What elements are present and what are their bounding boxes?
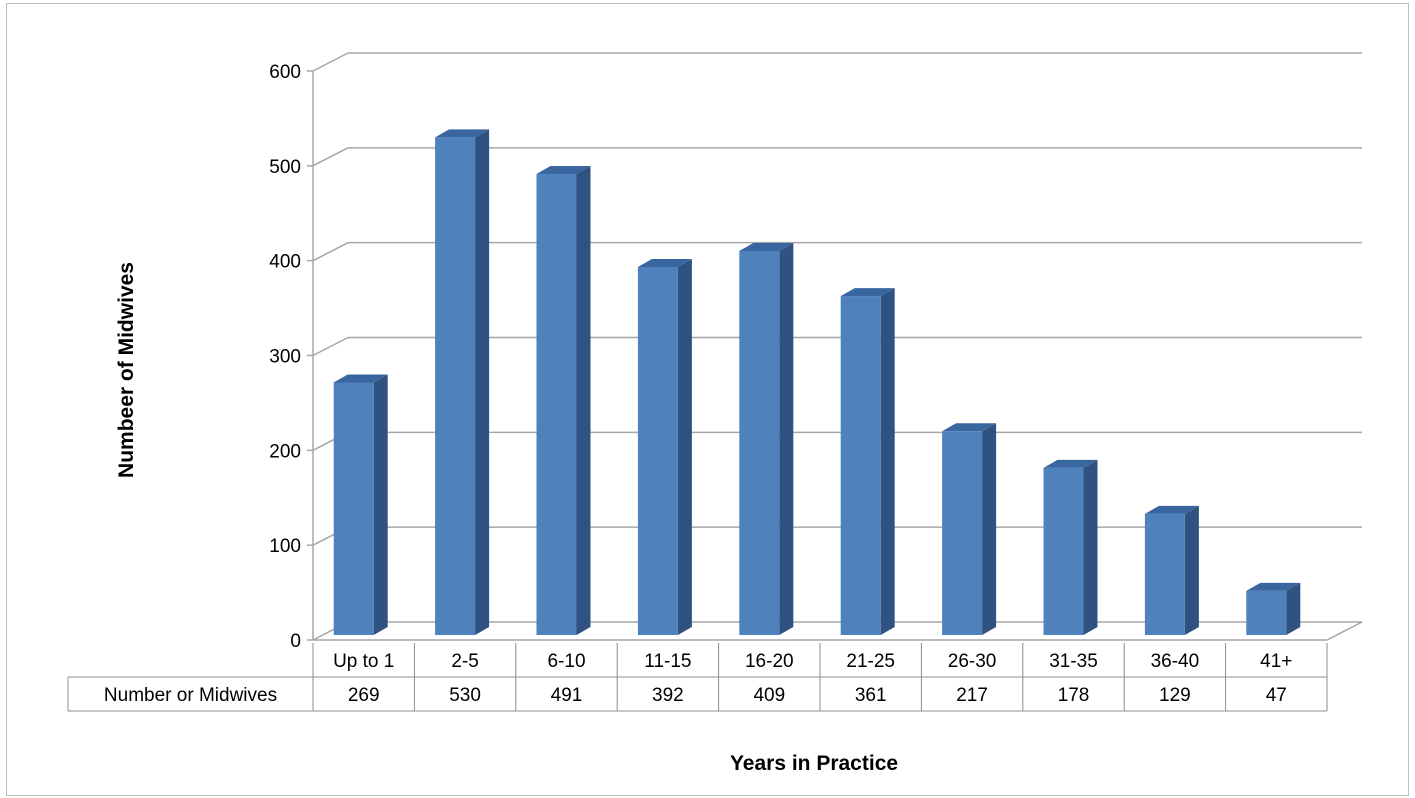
bars	[333, 129, 1301, 636]
bar-side	[677, 258, 692, 635]
bar	[840, 288, 895, 635]
bar	[435, 129, 490, 636]
bar-front	[1043, 467, 1084, 635]
bar-side	[373, 374, 388, 635]
data-label: 47	[1266, 685, 1287, 706]
data-label: 129	[1159, 685, 1191, 706]
bar-top	[536, 166, 591, 175]
bar-side	[576, 166, 591, 635]
data-label: 269	[348, 685, 380, 706]
y-tick-label: 600	[269, 62, 301, 83]
y-tick-label: 400	[269, 252, 301, 273]
bar-side	[475, 129, 490, 636]
y-axis-title: Numbeer of Midwives	[115, 262, 138, 478]
bar-front	[942, 431, 983, 635]
bar-top	[435, 129, 490, 138]
category-label: 6-10	[547, 651, 585, 672]
bar-top	[637, 258, 692, 267]
bar-front	[333, 382, 374, 635]
y-tick-label: 500	[269, 157, 301, 178]
x-axis-title: Years in Practice	[730, 752, 898, 775]
y-tick-label: 300	[269, 347, 301, 368]
bar-top	[840, 288, 895, 297]
data-table: Up to 1 269 2-5 530 6-10 491 11-15 392 16-20 409 2…	[67, 643, 1328, 712]
gridline-diagonal	[312, 52, 349, 72]
category-label: 16-20	[745, 651, 794, 672]
category-label: 21-25	[846, 651, 895, 672]
bar-top	[1144, 505, 1199, 514]
gridline-diagonal	[312, 241, 349, 262]
data-label: 217	[956, 685, 988, 706]
bar-top	[1043, 459, 1098, 468]
gridline-diagonal	[312, 147, 349, 167]
chart-frame	[6, 3, 1409, 796]
bar	[536, 166, 591, 635]
bar-top	[942, 423, 997, 432]
bar	[637, 258, 692, 635]
category-label: 2-5	[451, 651, 478, 672]
bar-front	[1246, 590, 1287, 635]
category-label: 36-40	[1151, 651, 1200, 672]
y-tick-label: 200	[269, 441, 301, 462]
data-label: 392	[652, 685, 684, 706]
data-label: 361	[855, 685, 887, 706]
bar-top	[333, 374, 388, 383]
category-label: 31-35	[1049, 651, 1098, 672]
category-label: 41+	[1260, 651, 1292, 672]
bar-front	[435, 137, 476, 636]
y-tick-label: 0	[290, 631, 301, 652]
y-axis-ticks: 0 100 200 300 400 500 600	[269, 62, 313, 652]
bar-front	[1144, 513, 1185, 635]
bar-front	[840, 296, 881, 635]
data-label: 178	[1058, 685, 1090, 706]
gridline-diagonal	[312, 336, 349, 357]
bar-side	[779, 243, 794, 635]
bar-front	[637, 266, 678, 635]
data-label: 491	[551, 685, 583, 706]
bar-side	[1184, 505, 1199, 635]
bar-side	[982, 423, 997, 635]
category-label: 11-15	[644, 651, 691, 672]
bar-side	[1286, 582, 1301, 635]
bar	[1043, 459, 1098, 635]
bar-front	[739, 251, 780, 635]
data-label: 530	[449, 685, 481, 706]
bar-side	[1083, 459, 1098, 635]
bar	[739, 243, 794, 635]
category-label: Up to 1	[333, 651, 394, 672]
bar	[1144, 505, 1199, 635]
category-label: 26-30	[948, 651, 997, 672]
bar-top	[739, 243, 794, 252]
bar	[942, 423, 997, 635]
data-label: 409	[753, 685, 785, 706]
bar	[333, 374, 388, 635]
y-tick-label: 100	[269, 536, 301, 557]
series-label: Number or Midwives	[104, 685, 277, 706]
bar-top	[1246, 582, 1301, 591]
bar	[1246, 582, 1301, 635]
bar-side	[880, 288, 895, 635]
bar-front	[536, 174, 577, 635]
